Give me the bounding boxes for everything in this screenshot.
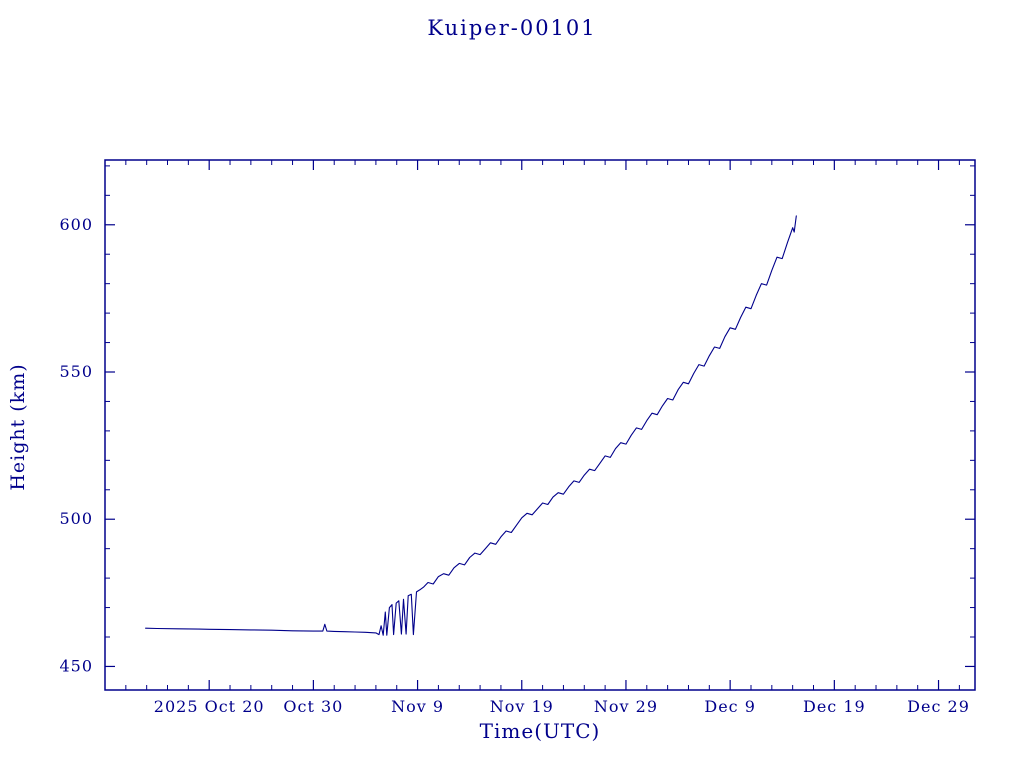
x-tick-label: Nov 9	[391, 697, 444, 716]
y-tick-label: 500	[59, 509, 93, 528]
plot-border	[104, 159, 976, 691]
x-tick-label: Nov 19	[490, 697, 554, 716]
y-tick-label: 450	[59, 656, 93, 675]
x-tick-label: Dec 29	[907, 697, 970, 716]
x-tick-label: Dec 9	[704, 697, 756, 716]
x-tick-label: 2025 Oct 20	[154, 697, 265, 716]
x-tick-label: Dec 19	[803, 697, 866, 716]
data-line-height	[145, 215, 797, 636]
y-tick-label: 550	[59, 362, 93, 381]
chart-title: Kuiper-00101	[427, 16, 597, 40]
x-axis-title: Time(UTC)	[479, 719, 601, 743]
x-tick-label: Oct 30	[283, 697, 343, 716]
x-tick-label: Nov 29	[594, 697, 658, 716]
y-tick-label: 600	[59, 215, 93, 234]
